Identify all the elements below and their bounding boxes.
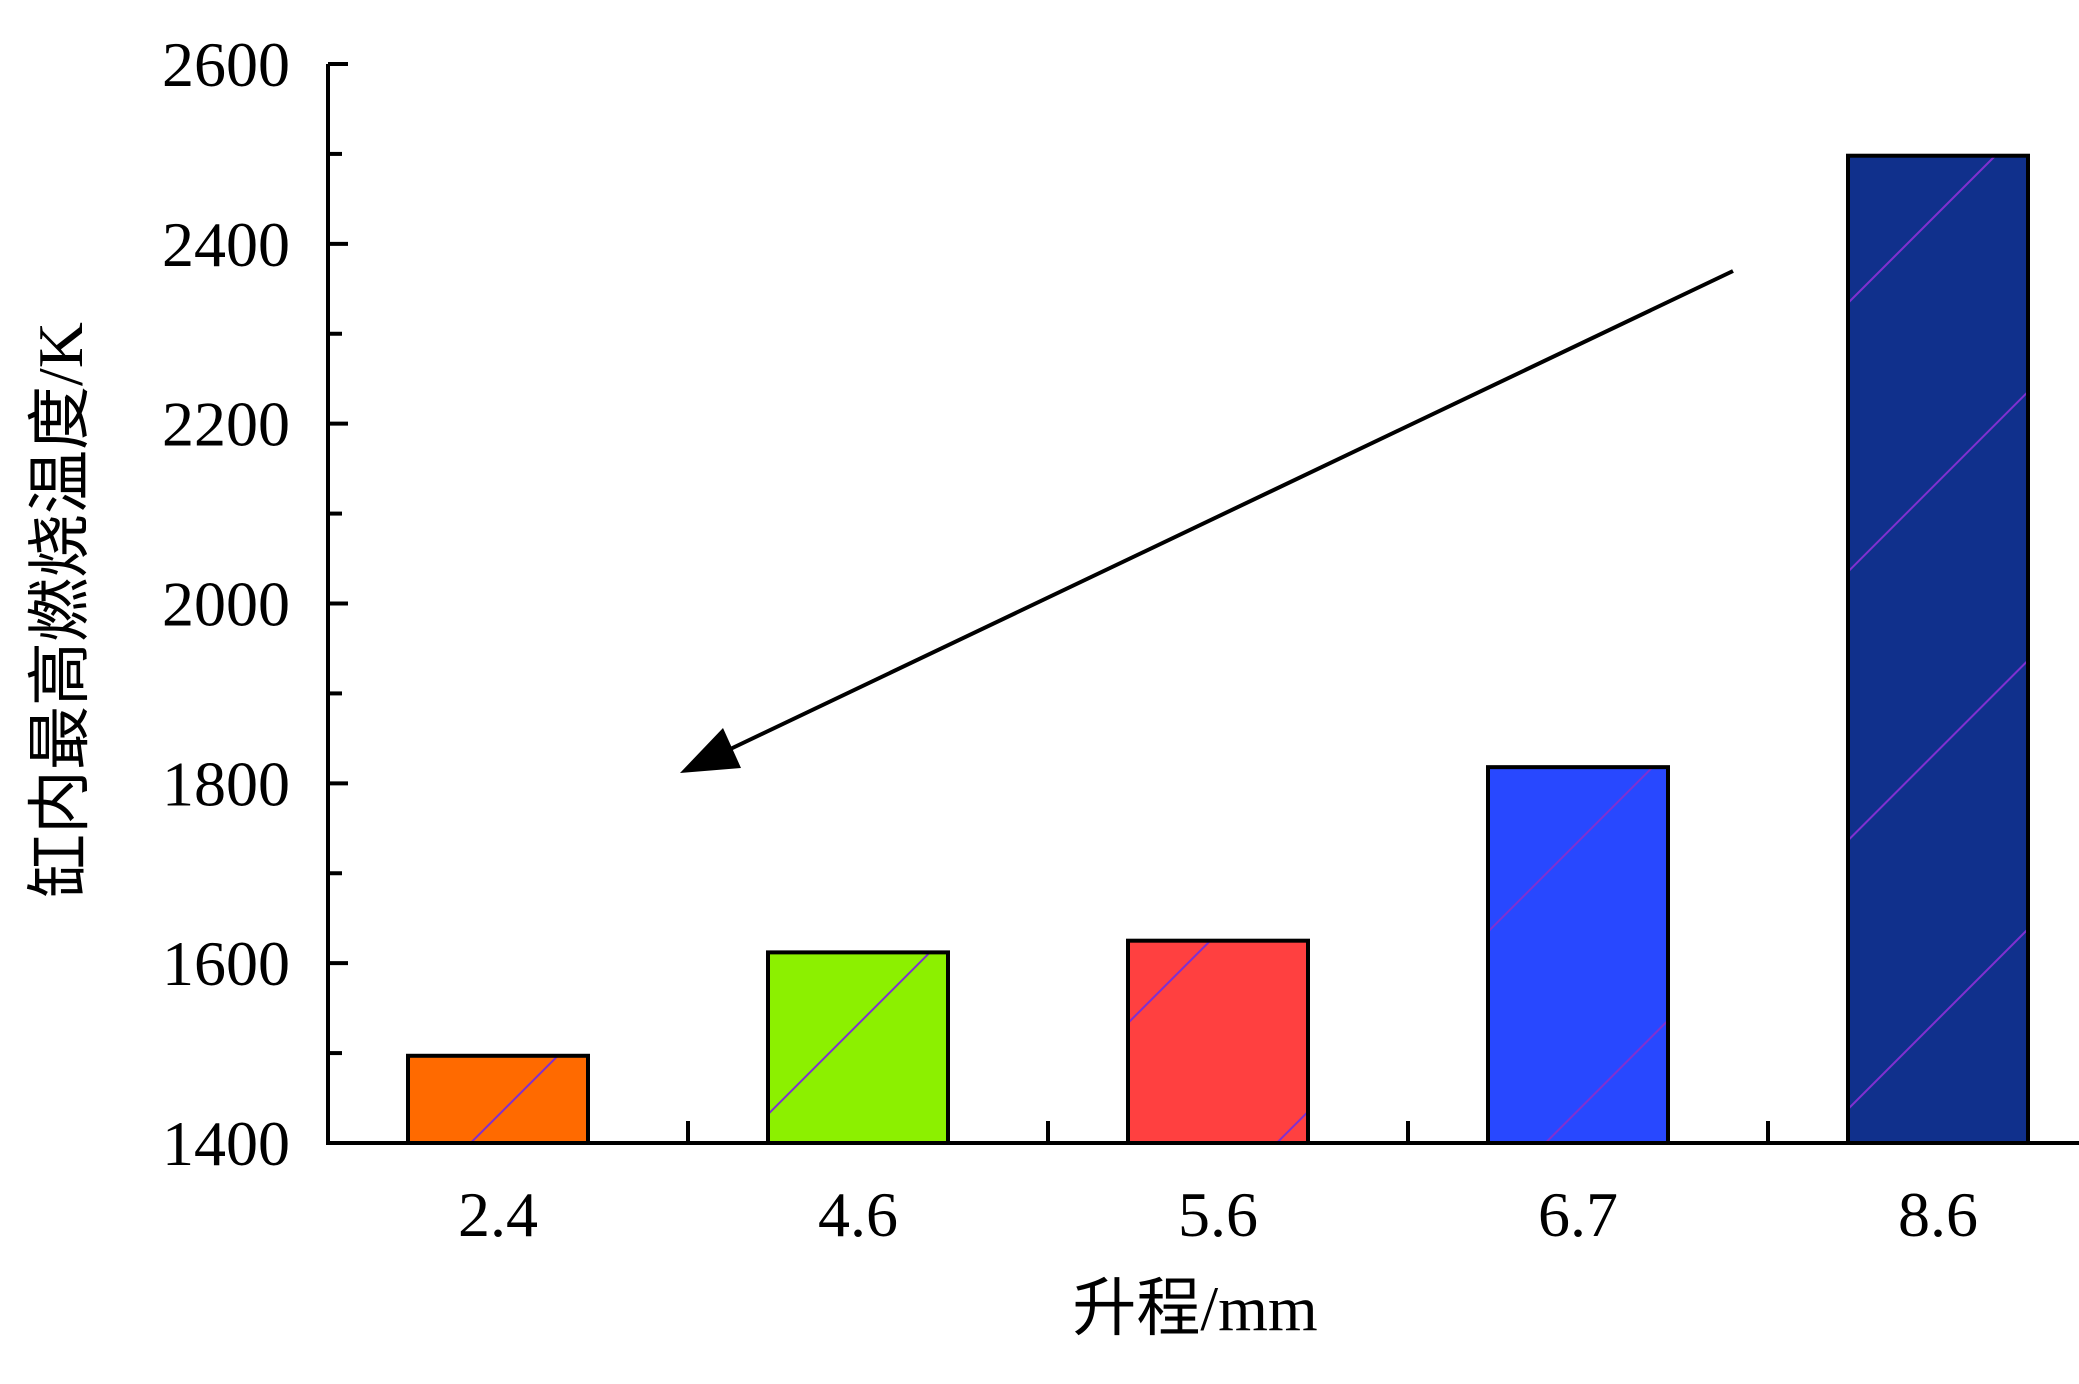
y-tick-label: 1600: [162, 928, 290, 999]
annotation-arrow: [680, 269, 1734, 773]
y-tick-label: 2600: [162, 29, 290, 100]
bar-6.7: [1486, 765, 1670, 1145]
bar-8.6: [1846, 153, 2030, 1145]
y-tick-label: 2400: [162, 209, 290, 280]
x-axis-title: 升程/mm: [1072, 1273, 1317, 1344]
arrow-shaft: [721, 269, 1734, 755]
x-tick-label: 4.6: [818, 1179, 898, 1250]
arrow-head: [680, 728, 741, 773]
y-tick-label: 2000: [162, 569, 290, 640]
y-axis-title: 缸内最高燃烧温度/K: [25, 322, 96, 898]
y-tick-label: 1800: [162, 748, 290, 819]
y-tick-label: 1400: [162, 1108, 290, 1179]
y-ticks-group: 1400 1600 1800 2000 2200 2400 2600: [162, 29, 348, 1179]
x-tick-label: 2.4: [458, 1179, 538, 1250]
y-tick-label: 2200: [162, 389, 290, 460]
x-ticks-group: 2.4 4.6 5.6 6.7 8.6: [458, 1121, 1978, 1250]
x-tick-label: 5.6: [1178, 1179, 1258, 1250]
bar-2.4: [406, 1053, 590, 1146]
bar-4.6: [766, 950, 950, 1145]
x-tick-label: 8.6: [1898, 1179, 1978, 1250]
bars-group: [406, 153, 2030, 1146]
x-tick-label: 6.7: [1538, 1179, 1618, 1250]
bar-5.6: [1126, 938, 1310, 1145]
